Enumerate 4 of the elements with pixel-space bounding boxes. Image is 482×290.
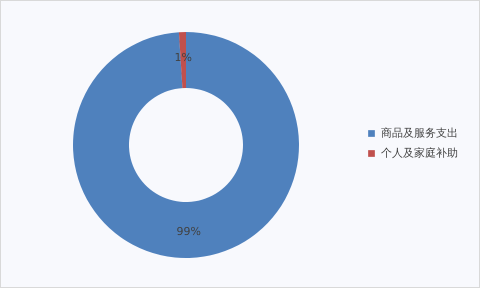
legend-label: 商品及服务支出 bbox=[381, 126, 458, 140]
donut-slice bbox=[73, 32, 299, 258]
legend-label: 个人及家庭补助 bbox=[381, 146, 458, 160]
data-label: 99% bbox=[176, 224, 201, 238]
